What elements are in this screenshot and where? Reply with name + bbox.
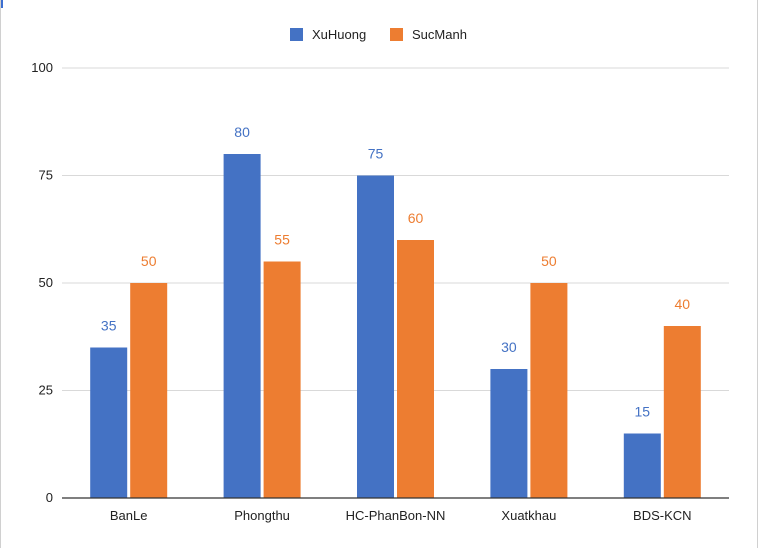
bar-SucManh-Xuatkhau	[530, 283, 568, 498]
legend-swatch-SucManh	[390, 28, 403, 41]
bar-XuHuong-BDS-KCN	[623, 433, 661, 498]
data-label: 80	[234, 124, 250, 140]
data-label: 50	[141, 253, 157, 269]
data-label: 60	[408, 210, 424, 226]
legend-swatch-XuHuong	[290, 28, 303, 41]
x-tick-label: Phongthu	[234, 508, 290, 523]
bars	[90, 154, 701, 498]
bar-SucManh-BanLe	[130, 283, 168, 498]
data-label: 40	[675, 296, 691, 312]
x-tick-label: Xuatkhau	[501, 508, 556, 523]
y-axis-ticks: 0 25 50 75 100	[31, 60, 53, 505]
y-tick-label: 75	[39, 168, 53, 183]
data-label: 35	[101, 318, 117, 334]
gridlines	[62, 67, 729, 391]
y-tick-label: 50	[39, 275, 53, 290]
bar-XuHuong-BanLe	[90, 347, 128, 498]
data-label: 30	[501, 339, 517, 355]
data-label: 50	[541, 253, 557, 269]
data-label: 15	[635, 404, 651, 420]
data-labels: 35 50 80 55 75 60 30 50 15 40	[101, 124, 690, 420]
legend-label: SucManh	[412, 27, 467, 42]
bar-XuHuong-HC-PhanBon-NN	[357, 175, 394, 498]
data-label: 55	[274, 232, 290, 248]
bar-SucManh-BDS-KCN	[663, 326, 701, 498]
bar-XuHuong-Xuatkhau	[490, 369, 528, 498]
x-axis-ticks: BanLe Phongthu HC-PhanBon-NN Xuatkhau BDS-KC…	[110, 508, 692, 523]
y-tick-label: 25	[39, 383, 53, 398]
bar-SucManh-Phongthu	[263, 261, 301, 498]
legend: XuHuong SucManh	[290, 27, 467, 42]
y-tick-label: 100	[31, 60, 53, 75]
bar-SucManh-HC-PhanBon-NN	[397, 240, 434, 498]
legend-label: XuHuong	[312, 27, 366, 42]
x-tick-label: HC-PhanBon-NN	[346, 508, 446, 523]
x-tick-label: BDS-KCN	[633, 508, 692, 523]
y-tick-label: 0	[46, 490, 53, 505]
x-tick-label: BanLe	[110, 508, 148, 523]
bar-XuHuong-Phongthu	[223, 154, 261, 498]
data-label: 75	[368, 146, 384, 162]
corner-mark	[1, 0, 3, 8]
